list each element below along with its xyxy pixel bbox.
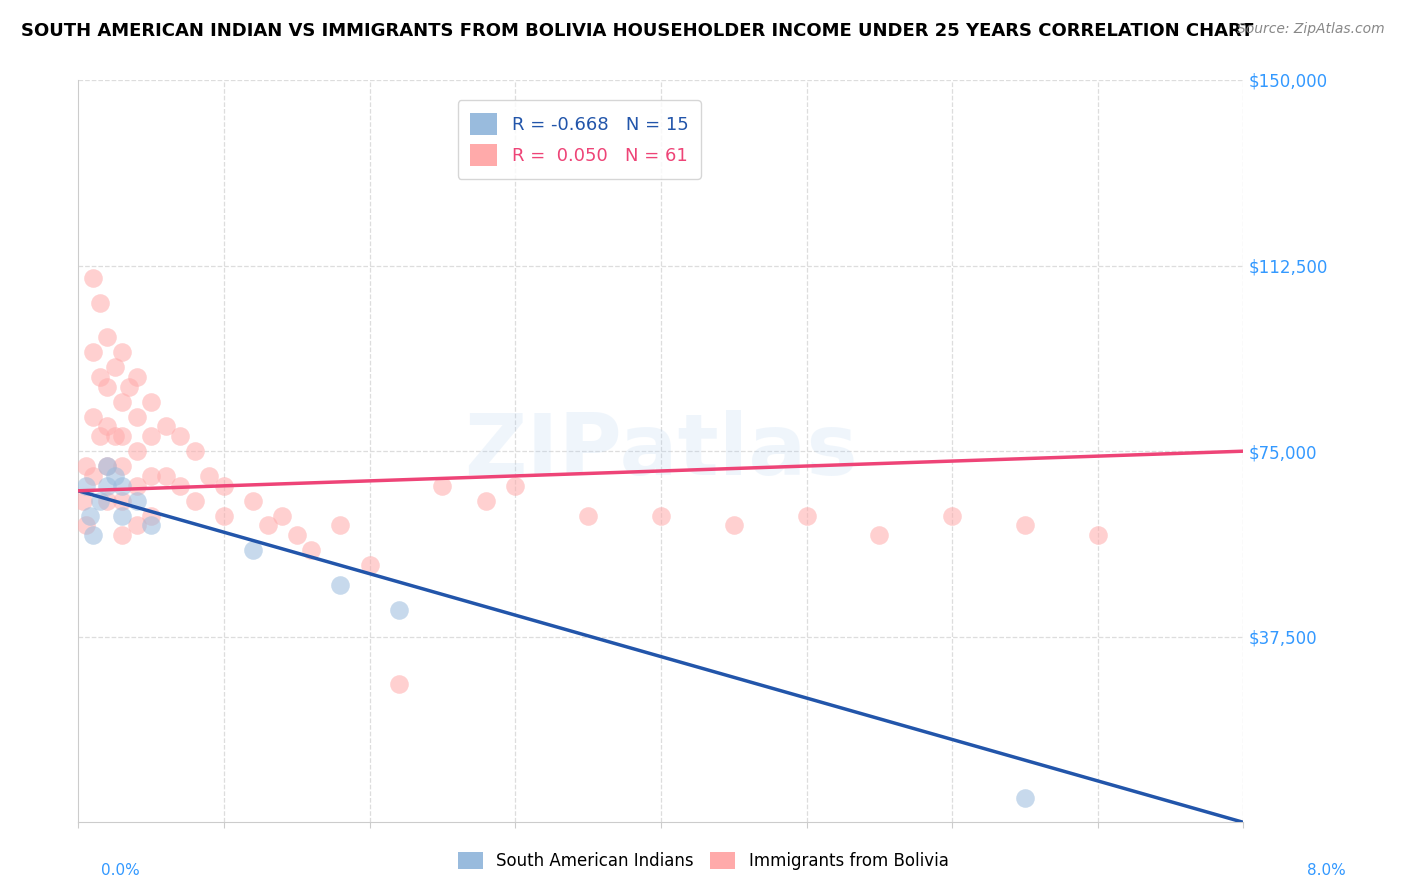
Point [125, 479, 148, 493]
Text: 8.0%: 8.0% [1306, 863, 1346, 879]
Point [184, 493, 207, 508]
Point [169, 429, 191, 443]
Point [1087, 528, 1109, 542]
Point [155, 419, 177, 434]
Point [104, 359, 127, 374]
Point [650, 508, 672, 523]
Point [125, 409, 148, 424]
Point [96, 479, 118, 493]
Text: SOUTH AMERICAN INDIAN VS IMMIGRANTS FROM BOLIVIA HOUSEHOLDER INCOME UNDER 25 YEA: SOUTH AMERICAN INDIAN VS IMMIGRANTS FROM… [21, 22, 1254, 40]
Point [104, 469, 127, 483]
Point [118, 380, 141, 394]
Point [125, 518, 148, 533]
Point [125, 444, 148, 458]
Point [89, 429, 111, 443]
Text: ZIPatlas: ZIPatlas [464, 409, 858, 492]
Point [111, 493, 134, 508]
Point [79, 508, 101, 523]
Point [576, 508, 599, 523]
Point [111, 479, 134, 493]
Legend: R = -0.668   N = 15, R =  0.050   N = 61: R = -0.668 N = 15, R = 0.050 N = 61 [457, 100, 702, 178]
Point [212, 508, 235, 523]
Point [155, 469, 177, 483]
Point [111, 458, 134, 473]
Point [388, 602, 411, 616]
Point [139, 518, 162, 533]
Point [503, 479, 526, 493]
Text: Source: ZipAtlas.com: Source: ZipAtlas.com [1237, 22, 1385, 37]
Point [89, 295, 111, 310]
Point [96, 458, 118, 473]
Point [1014, 790, 1036, 805]
Point [111, 429, 134, 443]
Point [941, 508, 963, 523]
Point [388, 677, 411, 691]
Point [1014, 518, 1036, 533]
Point [82, 409, 104, 424]
Point [96, 493, 118, 508]
Point [75, 458, 97, 473]
Point [242, 493, 264, 508]
Point [868, 528, 890, 542]
Point [125, 370, 148, 384]
Point [82, 345, 104, 359]
Point [72, 493, 94, 508]
Point [96, 419, 118, 434]
Point [75, 479, 97, 493]
Point [329, 518, 352, 533]
Point [104, 429, 127, 443]
Point [242, 543, 264, 558]
Point [125, 493, 148, 508]
Point [198, 469, 221, 483]
Point [96, 458, 118, 473]
Point [139, 429, 162, 443]
Point [139, 508, 162, 523]
Point [111, 528, 134, 542]
Point [139, 394, 162, 409]
Point [285, 528, 308, 542]
Point [359, 558, 381, 572]
Point [796, 508, 818, 523]
Point [82, 271, 104, 285]
Point [432, 479, 454, 493]
Point [82, 528, 104, 542]
Point [75, 518, 97, 533]
Point [96, 330, 118, 344]
Point [299, 543, 322, 558]
Point [184, 444, 207, 458]
Point [329, 578, 352, 592]
Point [256, 518, 278, 533]
Point [111, 345, 134, 359]
Point [475, 493, 498, 508]
Point [82, 469, 104, 483]
Point [111, 508, 134, 523]
Point [89, 370, 111, 384]
Point [212, 479, 235, 493]
Point [169, 479, 191, 493]
Point [139, 469, 162, 483]
Point [723, 518, 745, 533]
Point [111, 394, 134, 409]
Point [96, 380, 118, 394]
Legend: South American Indians, Immigrants from Bolivia: South American Indians, Immigrants from … [451, 845, 955, 877]
Text: 0.0%: 0.0% [101, 863, 141, 879]
Point [89, 493, 111, 508]
Point [271, 508, 294, 523]
